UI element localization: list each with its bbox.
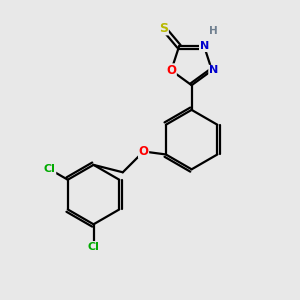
Text: O: O (139, 145, 148, 158)
Text: N: N (200, 41, 209, 52)
Text: Cl: Cl (44, 164, 56, 174)
Text: O: O (166, 64, 176, 77)
Text: N: N (209, 65, 218, 75)
Text: Cl: Cl (88, 242, 100, 252)
Text: H: H (209, 26, 218, 36)
Text: S: S (159, 22, 168, 35)
